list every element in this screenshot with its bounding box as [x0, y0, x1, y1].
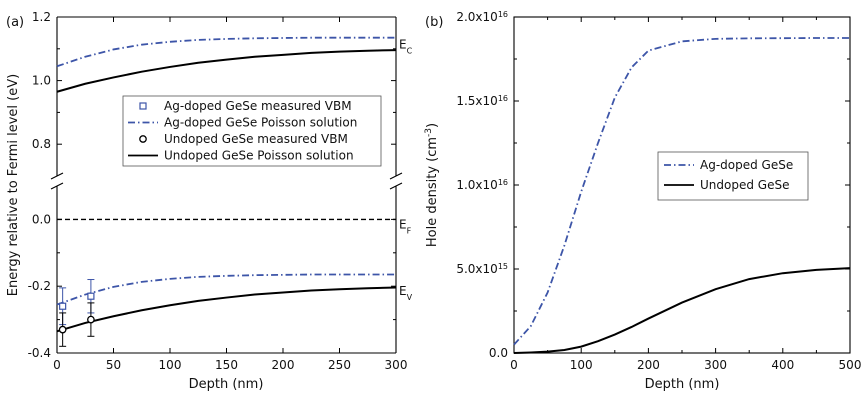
- legend-label: Undoped GeSe: [700, 178, 789, 192]
- legend-label: Undoped GeSe measured VBM: [164, 132, 348, 146]
- series-line: [56, 49, 397, 93]
- axis-break-mark: [389, 172, 403, 180]
- x-tick-label: 100: [159, 358, 182, 372]
- data-point: [58, 325, 67, 334]
- panel-b-legend: [657, 151, 809, 201]
- band-level-label: EV: [399, 284, 413, 302]
- panel-a-label: (a): [6, 15, 24, 30]
- axis-break-mark: [389, 182, 403, 190]
- x-tick-label: 100: [570, 358, 593, 372]
- x-tick-label: 200: [272, 358, 295, 372]
- panel-a-legend: [122, 95, 382, 167]
- x-tick-label: 150: [215, 358, 238, 372]
- panel-b-y-axis-label-exponent: -3: [424, 128, 434, 137]
- panel-b-y-axis-label-end: ): [425, 123, 440, 128]
- band-level-label: EC: [399, 37, 413, 55]
- y-tick-label: 0.0: [32, 212, 51, 226]
- x-tick-label: 200: [637, 358, 660, 372]
- y-tick-label: -0.2: [28, 279, 51, 293]
- panel-a-y-axis-label: Energy relative to Fermi level (eV): [6, 74, 21, 296]
- y-tick-label: 1.0x1016: [456, 178, 508, 193]
- x-tick-label: 500: [839, 358, 862, 372]
- x-tick-label: 400: [771, 358, 794, 372]
- data-point: [87, 292, 95, 300]
- legend-label: Ag-doped GeSe measured VBM: [164, 99, 352, 113]
- data-point: [59, 302, 67, 310]
- legend-marker: [139, 102, 147, 110]
- series-line: [513, 37, 850, 346]
- x-tick-label: 50: [106, 358, 121, 372]
- series-line: [56, 36, 396, 68]
- panel-b-y-axis-label-base: Hole density (cm: [425, 137, 440, 247]
- y-tick-label: 1.0: [32, 74, 51, 88]
- x-tick-label: 0: [53, 358, 61, 372]
- data-point: [87, 315, 95, 324]
- panel-b-y-axis-label: Hole density (cm-3): [424, 123, 440, 247]
- series-line: [513, 267, 851, 354]
- legend-label: Ag-doped GeSe Poisson solution: [164, 116, 357, 130]
- y-tick-label: 0.8: [32, 137, 51, 151]
- x-tick-label: 300: [385, 358, 408, 372]
- y-tick-label: 1.2: [32, 10, 51, 24]
- legend-label: Undoped GeSe Poisson solution: [164, 149, 354, 163]
- legend-marker: [139, 135, 147, 143]
- panel-a: (a) 0 50 100 150 200 250 300 0.8 1.0 1.2 -0.4 -0.2 0…: [6, 10, 413, 392]
- x-tick-label: 250: [328, 358, 351, 372]
- axis-break-mark: [50, 182, 64, 190]
- x-tick-label: 0: [510, 358, 518, 372]
- y-tick-label: 2.0x1016: [456, 10, 508, 25]
- y-tick-label: 1.5x1016: [456, 94, 508, 109]
- panel-b-label: (b): [425, 15, 443, 30]
- y-tick-label: 5.0x1015: [456, 262, 508, 277]
- legend-label: Ag-doped GeSe: [700, 158, 793, 172]
- series-line: [56, 286, 397, 333]
- panel-a-x-axis-label: Depth (nm): [189, 377, 264, 392]
- panel-b-x-axis-label: Depth (nm): [645, 377, 720, 392]
- y-tick-label: 0.0: [489, 346, 508, 360]
- x-tick-label: 300: [704, 358, 727, 372]
- series-line: [56, 273, 396, 306]
- y-tick-label: -0.4: [28, 346, 51, 360]
- axis-break-mark: [50, 172, 64, 180]
- panel-b: (b) 0 100 200 300 400 500 0.0 5.0x1015 1.0x1016 1…: [424, 10, 861, 393]
- band-level-label: EF: [399, 217, 412, 235]
